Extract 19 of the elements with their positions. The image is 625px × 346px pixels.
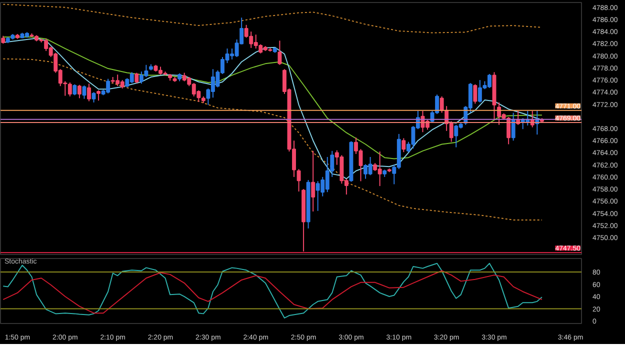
candlestick — [311, 150, 316, 212]
line-series — [2, 262, 542, 318]
line-series — [2, 4, 542, 34]
candlestick — [82, 84, 86, 100]
candlestick — [72, 84, 77, 96]
line-series — [2, 270, 542, 314]
candlestick — [402, 138, 406, 153]
candlestick — [440, 96, 444, 114]
candlestick — [134, 72, 139, 84]
candlestick — [278, 40, 282, 66]
candlestick — [77, 84, 82, 99]
candlestick — [296, 168, 301, 192]
candlestick — [87, 83, 91, 102]
candlestick — [511, 112, 516, 142]
candlestick — [96, 90, 101, 102]
candlestick — [473, 84, 478, 104]
line-series — [2, 58, 542, 220]
candlestick — [92, 92, 96, 103]
candlestick — [68, 82, 72, 97]
